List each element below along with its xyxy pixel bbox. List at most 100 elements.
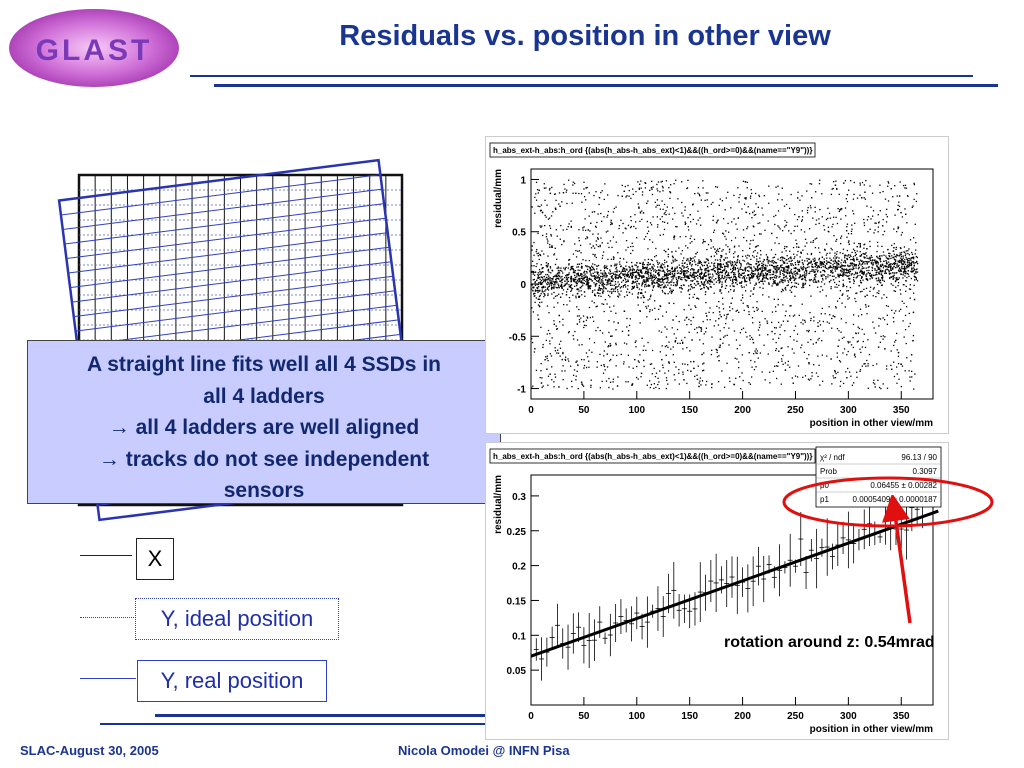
data-point bbox=[719, 260, 722, 262]
y-real-strip bbox=[60, 174, 381, 216]
data-point bbox=[893, 312, 896, 314]
data-point bbox=[801, 210, 803, 212]
data-point bbox=[895, 310, 897, 312]
data-point bbox=[773, 298, 775, 300]
data-point bbox=[882, 190, 884, 193]
data-point bbox=[564, 267, 566, 270]
data-point bbox=[793, 253, 795, 255]
data-point bbox=[892, 317, 895, 319]
data-point bbox=[642, 275, 644, 277]
data-point bbox=[887, 200, 890, 202]
data-point bbox=[911, 270, 913, 273]
data-point bbox=[703, 362, 705, 364]
data-point bbox=[556, 328, 559, 330]
data-point bbox=[537, 205, 539, 207]
data-point bbox=[565, 191, 567, 193]
data-point bbox=[591, 300, 593, 302]
data-point bbox=[783, 269, 785, 271]
data-point bbox=[775, 277, 778, 279]
data-point bbox=[635, 227, 637, 230]
data-point bbox=[769, 271, 772, 273]
data-point bbox=[914, 262, 917, 264]
data-point bbox=[612, 258, 615, 261]
data-point bbox=[784, 315, 787, 317]
data-point bbox=[846, 236, 848, 238]
data-point bbox=[830, 262, 832, 265]
data-point bbox=[886, 216, 889, 218]
data-point bbox=[579, 244, 582, 247]
data-point bbox=[587, 282, 589, 285]
data-point bbox=[568, 296, 571, 299]
data-point bbox=[841, 294, 843, 296]
data-point bbox=[779, 270, 781, 272]
data-point bbox=[608, 272, 610, 274]
data-point bbox=[716, 305, 718, 308]
data-point bbox=[740, 274, 742, 277]
data-point bbox=[659, 234, 661, 236]
data-point bbox=[678, 276, 680, 278]
data-point bbox=[831, 383, 833, 385]
data-point bbox=[904, 184, 907, 186]
data-point bbox=[790, 257, 792, 260]
data-point bbox=[582, 320, 585, 323]
data-point bbox=[796, 254, 798, 256]
data-point bbox=[815, 262, 817, 264]
data-point bbox=[857, 258, 859, 261]
data-point bbox=[787, 258, 790, 260]
data-point bbox=[616, 286, 618, 288]
data-point bbox=[718, 268, 721, 270]
data-point bbox=[543, 279, 545, 281]
data-point bbox=[803, 275, 806, 277]
data-point bbox=[641, 210, 643, 212]
data-point bbox=[905, 253, 907, 255]
data-point bbox=[787, 281, 790, 283]
data-point bbox=[534, 271, 537, 273]
data-point bbox=[671, 251, 673, 253]
data-point bbox=[691, 260, 694, 263]
data-point bbox=[714, 251, 717, 253]
data-point bbox=[721, 270, 724, 272]
data-point bbox=[603, 290, 605, 292]
data-point bbox=[583, 195, 586, 198]
data-point bbox=[740, 285, 743, 287]
data-point bbox=[673, 236, 675, 238]
data-point bbox=[786, 266, 788, 268]
data-point bbox=[577, 275, 580, 277]
data-point bbox=[624, 277, 626, 279]
data-point bbox=[555, 286, 558, 289]
data-point bbox=[916, 261, 918, 263]
data-point bbox=[863, 184, 865, 186]
data-point bbox=[594, 263, 596, 266]
data-point bbox=[868, 353, 871, 356]
data-point bbox=[846, 249, 849, 252]
data-point bbox=[588, 215, 590, 217]
data-point bbox=[680, 273, 682, 275]
data-point bbox=[727, 273, 729, 276]
data-point bbox=[612, 278, 614, 281]
data-point bbox=[564, 358, 566, 361]
data-point bbox=[773, 261, 776, 263]
data-point bbox=[535, 369, 538, 372]
data-point bbox=[811, 263, 813, 266]
data-point bbox=[787, 346, 789, 348]
data-point bbox=[813, 269, 815, 271]
data-point bbox=[588, 306, 591, 309]
data-point bbox=[890, 266, 892, 269]
data-point bbox=[850, 274, 852, 276]
data-point bbox=[651, 349, 654, 352]
data-point bbox=[727, 261, 729, 263]
data-point bbox=[734, 274, 736, 276]
data-point bbox=[859, 182, 861, 184]
textbox-line-1: A straight line fits well all 4 SSDs in bbox=[87, 353, 441, 376]
data-point bbox=[687, 226, 689, 228]
data-point bbox=[800, 251, 802, 254]
data-point bbox=[609, 282, 612, 284]
data-point bbox=[867, 339, 869, 341]
data-point bbox=[807, 258, 810, 260]
data-point bbox=[757, 279, 759, 281]
data-point bbox=[554, 295, 557, 298]
data-point bbox=[876, 266, 879, 268]
data-point bbox=[546, 357, 548, 360]
data-point bbox=[838, 284, 840, 287]
data-point bbox=[681, 278, 683, 281]
